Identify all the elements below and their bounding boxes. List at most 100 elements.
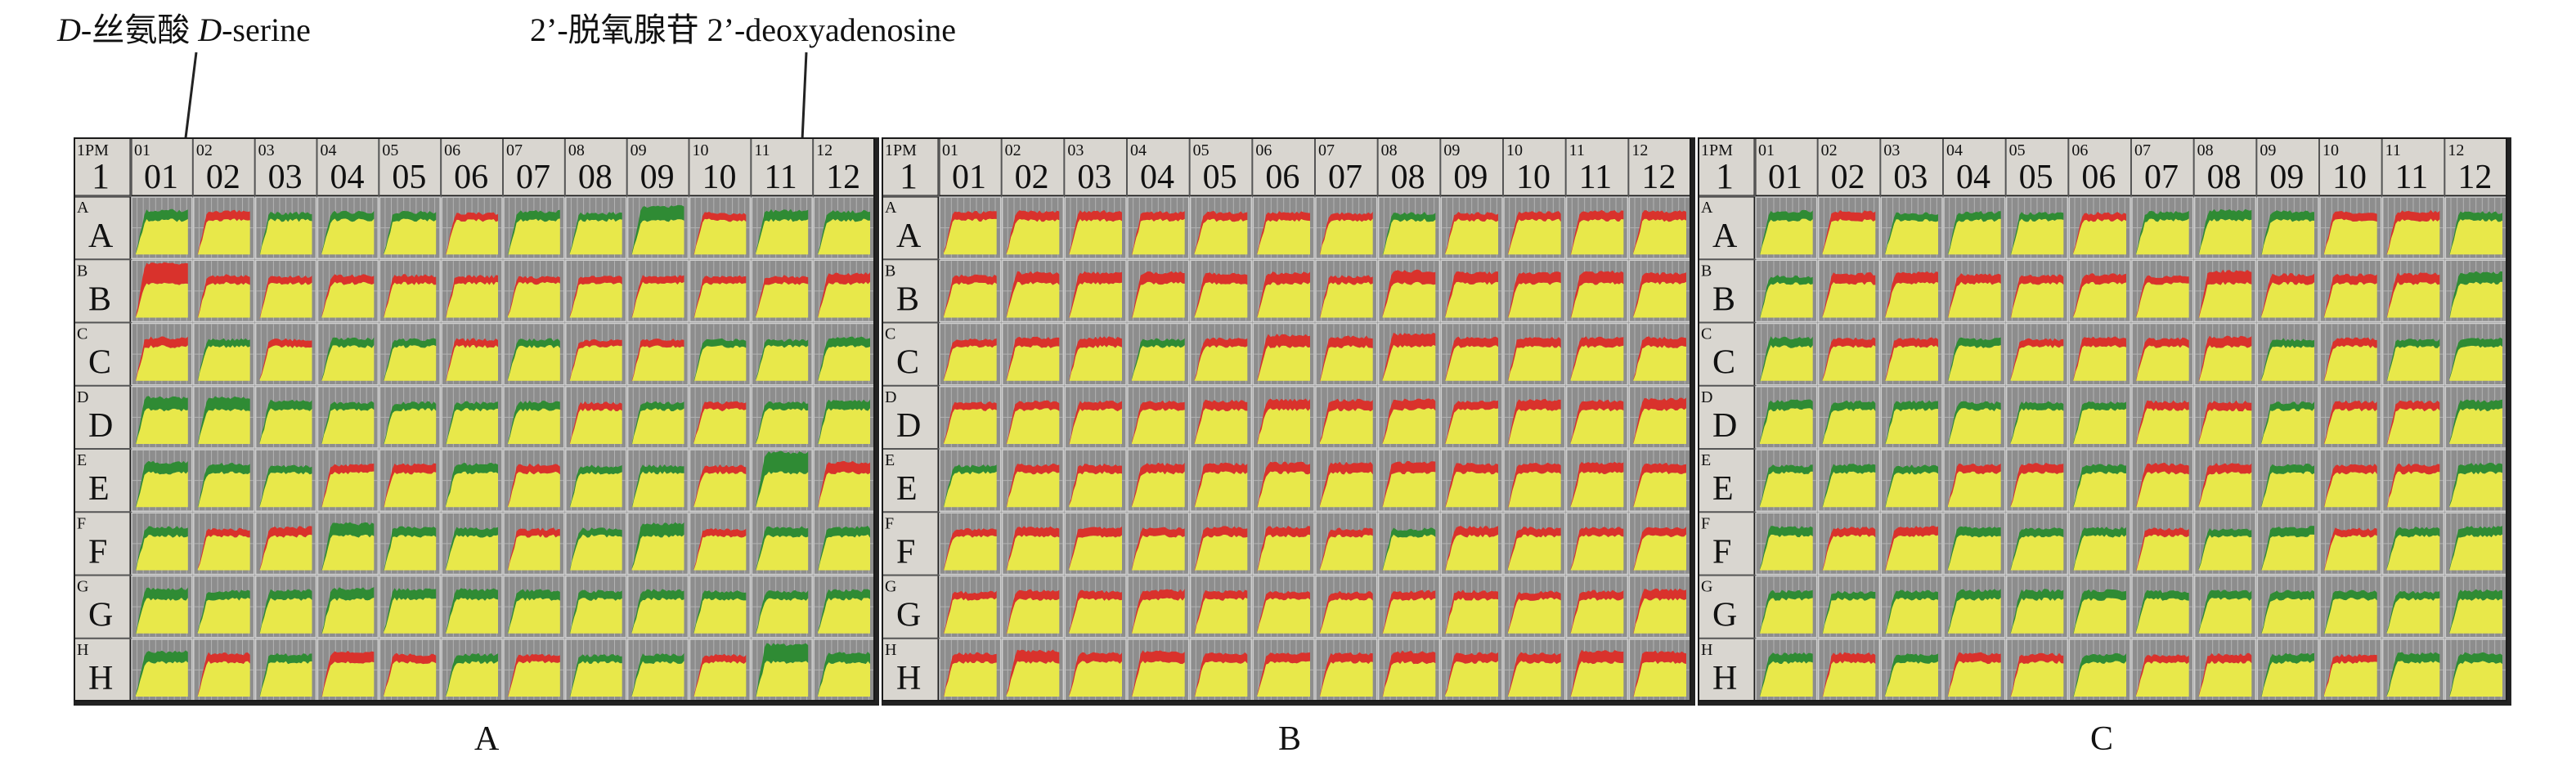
well-E04 <box>1943 449 2006 512</box>
well-curve-difference <box>1948 652 2001 697</box>
well-B04 <box>1943 259 2006 323</box>
well-A08 <box>2193 196 2257 259</box>
row-big-label: A <box>1712 217 1738 255</box>
well-curve-difference <box>197 209 250 255</box>
column-big-label: 06 <box>2081 159 2116 196</box>
well-A05 <box>379 196 441 259</box>
corner-small-label: 1PM <box>77 141 109 159</box>
well-curve-difference <box>1069 526 1122 570</box>
well-curve-difference <box>1822 464 1876 508</box>
well-curve-common <box>2198 535 2252 571</box>
well-H09 <box>626 639 689 702</box>
well-curve-common <box>2386 471 2440 509</box>
well-curve-difference <box>136 336 188 381</box>
well-H11 <box>1565 639 1629 702</box>
well-E01 <box>1755 449 1818 512</box>
well-curve-common <box>2136 661 2189 697</box>
well-curve-common <box>818 408 870 445</box>
column-big-label: 11 <box>764 159 797 196</box>
well-E12 <box>813 449 875 512</box>
well-curve-common <box>1069 344 1122 382</box>
well-curve-difference <box>1320 652 1373 697</box>
well-curve-difference <box>2073 652 2126 698</box>
well-curve-common <box>2198 408 2252 444</box>
well-B05 <box>379 259 441 323</box>
well-curve-common <box>2010 218 2064 256</box>
column-small-label: 04 <box>1946 141 1963 159</box>
row-small-label: H <box>885 641 896 659</box>
well-F08 <box>565 512 627 576</box>
well-curve-common <box>756 344 809 381</box>
well-curve-difference <box>197 274 250 319</box>
well-curve-common <box>1948 408 2001 446</box>
well-curve-common <box>693 598 747 634</box>
well-curve-difference <box>631 464 684 509</box>
well-G06 <box>441 575 503 639</box>
well-D02 <box>193 386 255 449</box>
row-big-label: E <box>1712 470 1734 508</box>
column-big-label: 03 <box>268 159 303 196</box>
well-curve-difference <box>1257 652 1310 696</box>
well-curve-common <box>693 471 747 508</box>
well-H02 <box>1817 639 1881 702</box>
well-curve-common <box>1132 408 1185 444</box>
well-C04 <box>1127 322 1190 386</box>
well-E12 <box>1628 449 1691 512</box>
column-small-label: 05 <box>382 141 398 159</box>
well-curve-difference <box>944 652 997 698</box>
well-curve-difference <box>1320 461 1373 506</box>
well-F09 <box>626 512 689 576</box>
well-curve-common <box>259 661 312 697</box>
well-curve-common <box>384 661 437 697</box>
well-E03 <box>254 449 317 512</box>
well-curve-common <box>1822 281 1876 318</box>
well-curve-difference <box>508 653 560 697</box>
well-curve-difference <box>756 450 809 508</box>
well-curve-difference <box>693 401 747 443</box>
well-G07 <box>503 575 565 639</box>
well-C05 <box>2005 322 2069 386</box>
well-curve-difference <box>2136 337 2189 382</box>
well-curve-difference <box>508 400 560 444</box>
well-curve-common <box>2386 218 2440 255</box>
well-G03 <box>1880 575 1943 639</box>
well-curve-common <box>1006 218 1060 255</box>
corner-big-label: 1 <box>900 156 918 196</box>
well-curve-difference <box>197 589 250 633</box>
well-B01 <box>939 259 1002 323</box>
column-big-label: 12 <box>826 159 860 196</box>
well-G12 <box>1628 575 1691 639</box>
well-G12 <box>2444 575 2507 639</box>
column-small-label: 05 <box>2009 141 2026 159</box>
well-H10 <box>689 639 752 702</box>
well-curve-difference <box>2386 209 2440 255</box>
well-E04 <box>1127 449 1190 512</box>
well-G02 <box>1817 575 1881 639</box>
well-C10 <box>689 322 752 386</box>
well-curve-common <box>2386 408 2440 446</box>
column-small-label: 12 <box>816 141 832 159</box>
well-curve-difference <box>1760 399 1813 443</box>
well-curve-common <box>1633 281 1686 318</box>
well-curve-difference <box>2261 338 2314 380</box>
well-curve-common <box>508 661 560 697</box>
well-curve-difference <box>1382 398 1436 444</box>
well-curve-common <box>1948 218 2001 255</box>
column-small-label: 07 <box>506 141 523 159</box>
well-C11 <box>751 322 813 386</box>
well-curve-common <box>197 661 250 697</box>
well-B09 <box>2256 259 2319 323</box>
well-curve-common <box>569 597 622 635</box>
well-F10 <box>689 512 752 576</box>
well-H11 <box>751 639 813 702</box>
row-small-label: F <box>885 514 894 532</box>
well-curve-common <box>384 597 437 634</box>
column-small-label: 03 <box>1883 141 1900 159</box>
well-curve-common <box>693 661 747 697</box>
well-F03 <box>1880 512 1943 576</box>
well-curve-common <box>1069 218 1122 255</box>
well-curve-common <box>1508 597 1561 634</box>
well-G01 <box>131 575 193 639</box>
well-B02 <box>193 259 255 323</box>
well-curve-difference <box>1006 271 1060 318</box>
